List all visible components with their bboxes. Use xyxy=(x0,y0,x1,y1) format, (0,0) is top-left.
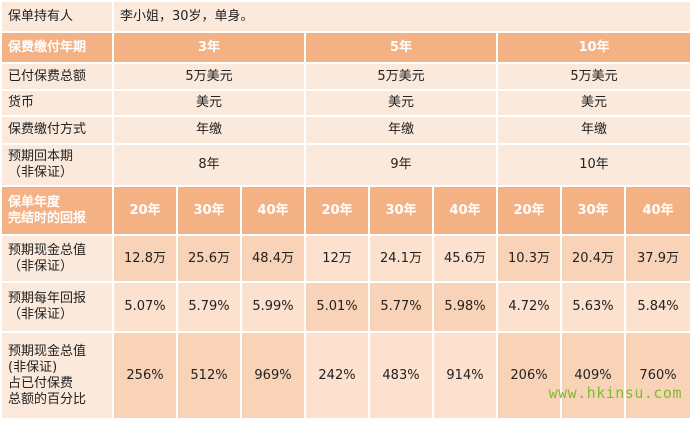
year-header: 40年 xyxy=(432,185,498,236)
percentage-label-line1: 预期现金总值 xyxy=(8,343,87,359)
cash-value-cell: 45.6万 xyxy=(432,234,498,283)
currency-label: 货币 xyxy=(0,89,114,117)
payment-method-value: 年缴 xyxy=(495,115,690,145)
percentage-cell: 914% xyxy=(432,331,498,420)
breakeven-value: 10年 xyxy=(495,143,690,187)
currency-value: 美元 xyxy=(112,89,306,117)
cash-value-label-line1: 预期现金总值 xyxy=(8,242,87,258)
percentage-cell: 760% xyxy=(623,331,690,420)
row-currency: 货币 美元 美元 美元 xyxy=(0,89,690,117)
return-header-label: 保单年度 完结时的回报 xyxy=(0,185,114,236)
row-breakeven: 预期回本期 （非保证） 8年 9年 10年 xyxy=(0,143,690,187)
total-premium-label: 已付保费总额 xyxy=(0,62,114,91)
annual-return-cell: 5.84% xyxy=(623,281,690,333)
breakeven-label-line2: （非保证） xyxy=(8,165,74,180)
cash-value-cell: 37.9万 xyxy=(623,234,690,283)
annual-return-cell: 5.79% xyxy=(176,281,242,333)
annual-return-label-line1: 预期每年回报 xyxy=(8,291,87,306)
cash-value-cell: 48.4万 xyxy=(240,234,306,283)
annual-return-cell: 5.07% xyxy=(112,281,178,333)
year-header: 40年 xyxy=(623,185,690,236)
row-payment-method: 保费缴付方式 年缴 年缴 年缴 xyxy=(0,115,690,145)
percentage-cell: 206% xyxy=(496,331,562,420)
percentage-cell: 409% xyxy=(560,331,626,420)
breakeven-label: 预期回本期 （非保证） xyxy=(0,143,114,187)
breakeven-value: 9年 xyxy=(304,143,498,187)
cash-value-cell: 10.3万 xyxy=(496,234,562,283)
percentage-label-line3: 占已付保费 xyxy=(8,375,74,391)
annual-return-cell: 5.99% xyxy=(240,281,306,333)
percentage-cell: 242% xyxy=(304,331,370,420)
payment-method-value: 年缴 xyxy=(304,115,498,145)
payment-period-label: 保费缴付年期 xyxy=(0,31,114,64)
year-header: 30年 xyxy=(368,185,434,236)
year-header: 40年 xyxy=(240,185,306,236)
watermark-text: www.hkinsu.com xyxy=(548,384,682,402)
cash-value-cell: 25.6万 xyxy=(176,234,242,283)
year-header: 20年 xyxy=(112,185,178,236)
percentage-label: 预期现金总值 (非保证) 占已付保费 总额的百分比 xyxy=(0,331,114,420)
return-header-line2: 完结时的回报 xyxy=(8,210,87,226)
policy-holder-label: 保单持有人 xyxy=(0,0,114,33)
payment-method-value: 年缴 xyxy=(112,115,306,145)
return-header-line1: 保单年度 xyxy=(8,194,61,210)
cash-value-label: 预期现金总值 （非保证） xyxy=(0,234,114,283)
cash-value-cell: 20.4万 xyxy=(560,234,626,283)
percentage-cell: 256% xyxy=(112,331,178,420)
year-header: 20年 xyxy=(496,185,562,236)
cash-value-cell: 12万 xyxy=(304,234,370,283)
row-percentage: 预期现金总值 (非保证) 占已付保费 总额的百分比 256% 512% 969%… xyxy=(0,331,690,420)
annual-return-label: 预期每年回报 （非保证） xyxy=(0,281,114,333)
cash-value-label-line2: （非保证） xyxy=(8,258,74,274)
annual-return-cell: 5.98% xyxy=(432,281,498,333)
row-payment-period: 保费缴付年期 3年 5年 10年 xyxy=(0,31,690,64)
cash-value-cell: 24.1万 xyxy=(368,234,434,283)
year-header: 30年 xyxy=(560,185,626,236)
percentage-label-line4: 总额的百分比 xyxy=(8,391,87,407)
row-annual-return: 预期每年回报 （非保证） 5.07% 5.79% 5.99% 5.01% 5.7… xyxy=(0,281,690,333)
year-header: 20年 xyxy=(304,185,370,236)
annual-return-cell: 5.63% xyxy=(560,281,626,333)
annual-return-cell: 4.72% xyxy=(496,281,562,333)
row-cash-value: 预期现金总值 （非保证） 12.8万 25.6万 48.4万 12万 24.1万… xyxy=(0,234,690,283)
percentage-cell: 512% xyxy=(176,331,242,420)
percentage-label-line2: (非保证) xyxy=(8,359,58,375)
total-premium-value: 5万美元 xyxy=(495,62,690,91)
row-policy-holder: 保单持有人 李小姐，30岁，单身。 xyxy=(0,0,690,33)
plan-10yr: 10年 xyxy=(495,31,690,64)
currency-value: 美元 xyxy=(495,89,690,117)
cash-value-cell: 12.8万 xyxy=(112,234,178,283)
total-premium-value: 5万美元 xyxy=(112,62,306,91)
annual-return-label-line2: （非保证） xyxy=(8,307,74,322)
percentage-cell: 483% xyxy=(368,331,434,420)
policy-holder-value: 李小姐，30岁，单身。 xyxy=(111,0,690,33)
currency-value: 美元 xyxy=(304,89,498,117)
plan-5yr: 5年 xyxy=(304,31,498,64)
annual-return-cell: 5.01% xyxy=(304,281,370,333)
breakeven-label-line1: 预期回本期 xyxy=(8,149,74,164)
row-return-header: 保单年度 完结时的回报 20年 30年 40年 20年 30年 40年 20年 … xyxy=(0,185,690,236)
total-premium-value: 5万美元 xyxy=(304,62,498,91)
payment-method-label: 保费缴付方式 xyxy=(0,115,114,145)
year-header: 30年 xyxy=(176,185,242,236)
annual-return-cell: 5.77% xyxy=(368,281,434,333)
plan-3yr: 3年 xyxy=(112,31,306,64)
percentage-cell: 969% xyxy=(240,331,306,420)
row-total-premium: 已付保费总额 5万美元 5万美元 5万美元 xyxy=(0,62,690,91)
breakeven-value: 8年 xyxy=(112,143,306,187)
